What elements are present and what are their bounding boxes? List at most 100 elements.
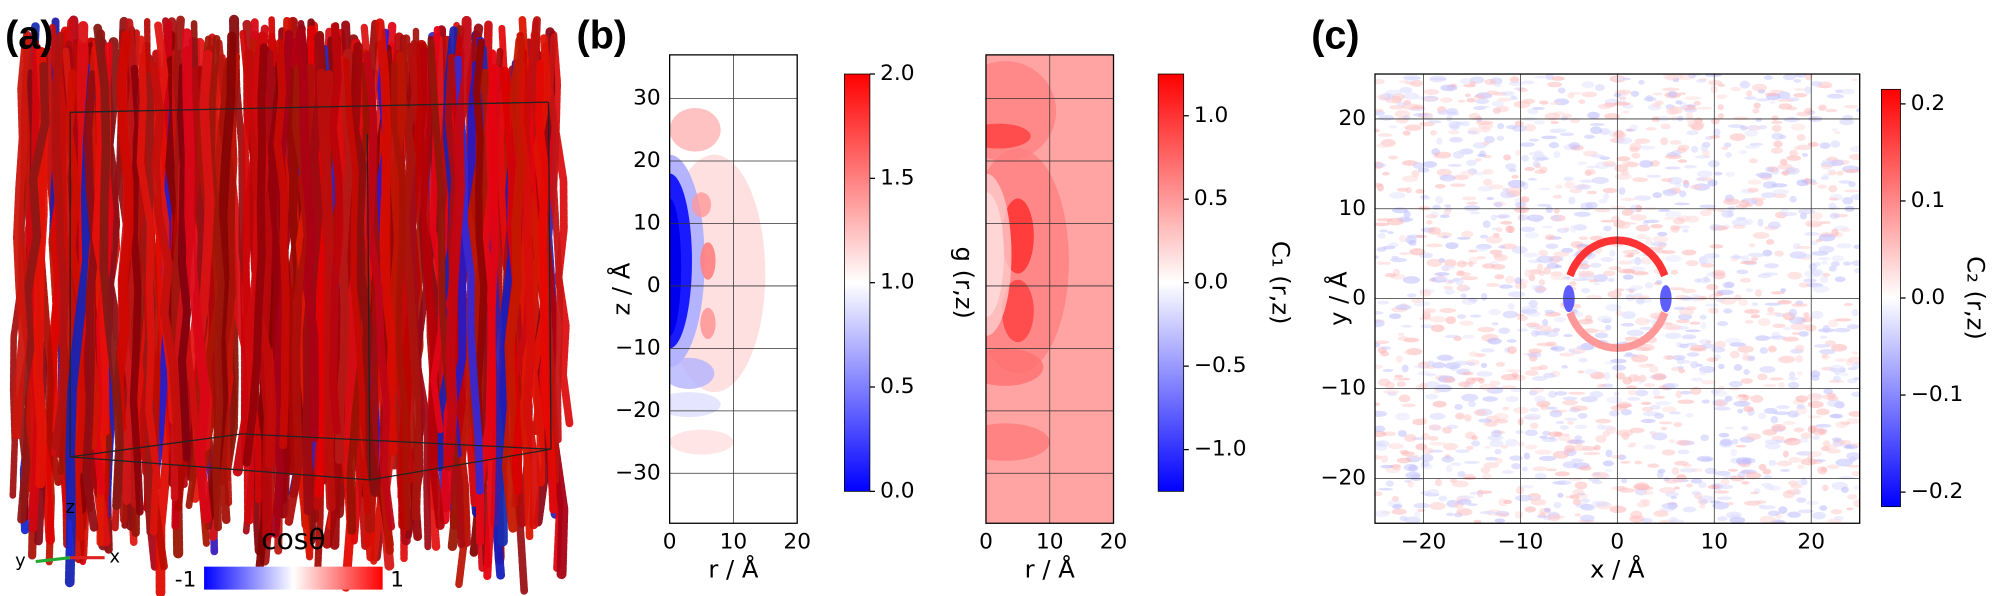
heatmap-blob — [1678, 368, 1685, 374]
heatmap-blob — [1610, 205, 1627, 209]
heatmap-blob — [1605, 324, 1612, 331]
heatmap-blob — [1535, 157, 1550, 161]
heatmap-blob — [1408, 464, 1419, 472]
heatmap-blob — [1544, 309, 1555, 314]
heatmap-blob — [1621, 478, 1628, 484]
heatmap-blob — [1626, 396, 1641, 402]
heatmap-blob — [1739, 80, 1751, 89]
heatmap-blob — [1543, 266, 1552, 275]
heatmap-blob — [1691, 145, 1699, 153]
heatmap-blob — [1663, 216, 1674, 220]
heatmap-blob — [1815, 423, 1832, 428]
heatmap-blob — [1820, 164, 1833, 170]
heatmap-blob — [1784, 167, 1800, 175]
heatmap-blob — [1685, 306, 1697, 311]
molecule-chain — [15, 61, 50, 524]
heatmap-blob — [1603, 225, 1612, 232]
heatmap-blob — [1446, 512, 1455, 517]
heatmap-blob — [1714, 340, 1727, 349]
heatmap-blob — [1693, 100, 1701, 106]
heatmap-blob — [1818, 257, 1831, 261]
heatmap-blob — [1524, 444, 1538, 450]
heatmap-blob — [1737, 408, 1744, 414]
heatmap-blob — [1778, 506, 1788, 514]
colorbar-tick-label: −1.0 — [1194, 437, 1247, 462]
heatmap-blob — [1498, 327, 1511, 334]
heatmap-blob — [1413, 502, 1430, 509]
heatmap-blob — [1750, 394, 1764, 403]
panel-label: (c) — [1311, 14, 1359, 58]
heatmap-blob — [1717, 104, 1724, 111]
heatmap-blob — [1638, 145, 1656, 150]
heatmap-blob — [1834, 318, 1852, 322]
heatmap-blob — [1602, 460, 1614, 467]
heatmap-blob — [1403, 337, 1420, 343]
heatmap-blob — [1852, 351, 1859, 355]
heatmap-blob — [1400, 510, 1407, 514]
heatmap-blob — [1491, 100, 1504, 107]
colorbar-tick-label: 0.5 — [1194, 186, 1228, 211]
heatmap-blob — [1528, 348, 1542, 354]
heatmap-blob — [1421, 307, 1437, 314]
heatmap-blob — [1802, 152, 1809, 157]
heatmap-blob — [1480, 362, 1488, 368]
heatmap-blob — [1404, 349, 1413, 355]
axes-frame — [1374, 73, 1861, 524]
heatmap-blob — [1735, 444, 1747, 448]
heatmap-blob — [1545, 243, 1559, 249]
heatmap-blob — [1485, 282, 1500, 287]
heatmap-blob — [1696, 177, 1708, 181]
heatmap-blob — [1541, 225, 1554, 229]
heatmap-blob — [1488, 308, 1502, 316]
heatmap-blob — [1541, 135, 1558, 140]
heatmap-blob — [1630, 510, 1643, 519]
heatmap-blob — [1811, 251, 1829, 256]
heatmap-blob — [1724, 337, 1742, 344]
heatmap-blob — [1455, 412, 1465, 420]
box-edge — [369, 448, 552, 481]
heatmap-blob — [1505, 438, 1519, 447]
heatmap-blob — [1620, 460, 1631, 464]
heatmap-blob — [1376, 183, 1384, 192]
heatmap-blob — [1580, 287, 1591, 294]
heatmap-blob — [1618, 488, 1636, 493]
heatmap-blob — [1680, 390, 1692, 395]
heatmap-blob — [1675, 319, 1690, 324]
heatmap-blob — [1804, 107, 1813, 115]
heatmap-blob — [1652, 192, 1663, 199]
heatmap-blob — [1504, 275, 1515, 284]
heatmap-blob — [1656, 470, 1664, 479]
heatmap-blob — [1765, 166, 1774, 173]
heatmap-blob — [1729, 350, 1740, 359]
heatmap-blob — [1425, 243, 1443, 248]
heatmap-blob — [1494, 457, 1503, 464]
heatmap-blob — [1522, 80, 1535, 85]
heatmap-blob — [1455, 449, 1471, 453]
heatmap-blob — [1652, 235, 1669, 243]
heatmap-blob — [1440, 84, 1458, 92]
heatmap-blob — [1669, 516, 1678, 522]
heatmap-blob — [1746, 90, 1753, 97]
molecule-chain — [316, 68, 336, 513]
heatmap-blob — [1685, 260, 1699, 267]
heatmap-blob — [1505, 163, 1517, 170]
heatmap-blob — [1638, 374, 1647, 383]
heatmap-blob — [1533, 120, 1546, 125]
heatmap-blob — [1822, 173, 1831, 177]
heatmap-blob — [1744, 129, 1759, 137]
heatmap-blob — [1699, 499, 1709, 504]
heatmap-blob — [1638, 363, 1652, 368]
heatmap-blob — [1432, 361, 1446, 369]
heatmap-blob — [1502, 188, 1509, 192]
heatmap-blob — [1559, 132, 1575, 137]
heatmap-blob — [1745, 288, 1754, 293]
heatmap-blob — [1473, 116, 1482, 121]
heatmap-blob — [1759, 366, 1776, 373]
heatmap-blob — [1843, 302, 1853, 307]
heatmap-blob — [1494, 274, 1505, 280]
heatmap-blob — [1447, 163, 1462, 167]
heatmap-blob — [1443, 208, 1451, 216]
heatmap-blob — [1456, 271, 1471, 277]
heatmap-blob — [1810, 310, 1824, 319]
heatmap-blob — [1786, 155, 1802, 161]
